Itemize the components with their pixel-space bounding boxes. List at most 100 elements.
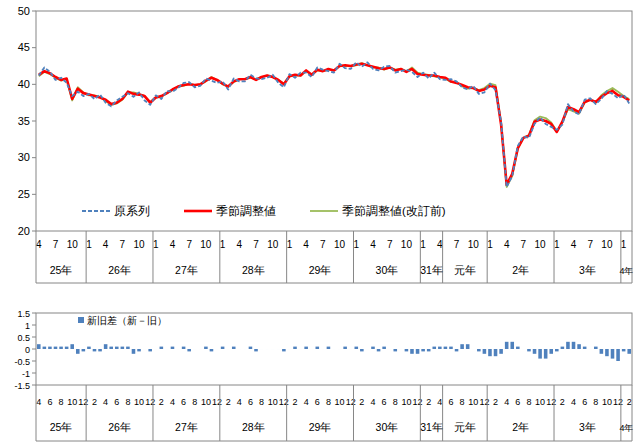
bar — [583, 347, 587, 349]
bar — [87, 347, 91, 349]
bar — [505, 342, 509, 349]
bar — [561, 347, 565, 349]
x-tick-label: 4 — [370, 239, 376, 250]
legend-label: 新旧差（新－旧） — [87, 315, 167, 326]
chart-0: 2025303540455047101471014710147101471014… — [18, 5, 634, 284]
bar — [137, 349, 141, 351]
x-tick-label: 12 — [145, 397, 155, 407]
bar — [304, 347, 308, 349]
x-tick-label: 10 — [334, 239, 346, 250]
x-tick-label: 12 — [78, 397, 88, 407]
bar — [444, 347, 448, 349]
x-group-label: 2年 — [512, 264, 529, 276]
x-tick-label: 2 — [293, 397, 298, 407]
bar — [455, 349, 459, 351]
x-tick-label: 1 — [420, 239, 426, 250]
y-tick — [32, 194, 36, 195]
y-tick — [32, 349, 36, 350]
group-separator — [353, 385, 354, 441]
y-tick — [32, 385, 36, 386]
bar — [627, 349, 631, 354]
x-tick-label: 8 — [593, 397, 598, 407]
bar — [555, 349, 559, 351]
x-tick-label: 2 — [359, 397, 364, 407]
bar — [438, 347, 442, 349]
group-separator — [36, 231, 37, 283]
bar — [611, 349, 615, 359]
bar — [410, 349, 414, 354]
bar — [343, 347, 347, 349]
x-tick-label: 7 — [253, 239, 259, 250]
x-tick-label: 8 — [59, 397, 64, 407]
bar — [327, 347, 331, 349]
group-separator — [286, 231, 287, 283]
x-tick-label: 8 — [460, 397, 465, 407]
bar — [449, 347, 453, 349]
data-group — [37, 342, 631, 361]
series-line — [39, 64, 629, 185]
bar — [427, 349, 431, 351]
bar — [176, 349, 180, 350]
x-tick-label: 1 — [153, 239, 159, 250]
bar — [349, 349, 353, 350]
bar — [121, 347, 125, 349]
y-tick-label: 25 — [18, 188, 30, 200]
x-group-label: 3年 — [579, 264, 596, 276]
x-tick-label: 4 — [103, 239, 109, 250]
x-tick-label: 12 — [613, 397, 623, 407]
y-tick-label: 30 — [18, 151, 30, 163]
bar — [104, 344, 108, 349]
x-group-label: 4年 — [619, 423, 633, 433]
group-separator — [219, 231, 220, 283]
bar — [76, 349, 80, 354]
y-tick-label: -1 — [22, 369, 30, 379]
group-baseline — [36, 283, 632, 284]
bar — [477, 349, 481, 351]
bar — [193, 349, 197, 350]
bar — [271, 349, 275, 350]
x-tick-label: 6 — [382, 397, 387, 407]
x-group-label: 25年 — [50, 421, 73, 433]
bar — [594, 347, 598, 349]
x-tick-label: 1 — [86, 239, 92, 250]
bar — [238, 349, 242, 350]
bar — [600, 349, 604, 354]
x-tick-label: 10 — [601, 239, 613, 250]
x-tick-label: 10 — [401, 239, 413, 250]
x-group-label: 31年 — [420, 421, 443, 433]
y-tick — [32, 337, 36, 338]
x-tick-label: 6 — [114, 397, 119, 407]
x-tick-label: 4 — [36, 239, 42, 250]
chart-1: -1.5-1-0.500.511.54681012246810122468101… — [14, 309, 633, 442]
bar — [310, 349, 314, 350]
x-tick-label: 10 — [201, 397, 211, 407]
x-group-label: 30年 — [376, 264, 399, 276]
bar — [93, 349, 97, 351]
bar — [288, 349, 292, 350]
bar — [171, 347, 175, 349]
bar — [622, 349, 626, 351]
bar — [143, 349, 147, 350]
x-tick-label: 7 — [186, 239, 192, 250]
group-separator — [219, 385, 220, 441]
legend: 原系列季節調整値季節調整値(改訂前) — [82, 204, 446, 217]
group-separator — [286, 385, 287, 441]
bar — [282, 349, 286, 351]
bar — [126, 347, 130, 349]
group-baseline — [36, 441, 632, 442]
x-tick-label: 8 — [259, 397, 264, 407]
y-tick — [32, 84, 36, 85]
x-tick-label: 6 — [47, 397, 52, 407]
bar — [265, 349, 269, 350]
x-tick-label: 4 — [303, 239, 309, 250]
x-tick-label: 1 — [554, 239, 560, 250]
x-tick-label: 10 — [401, 397, 411, 407]
bar — [221, 347, 225, 349]
plot-frame — [36, 313, 632, 385]
y-tick-label: 50 — [18, 5, 30, 17]
x-group-label: 26年 — [108, 421, 131, 433]
group-separator — [86, 231, 87, 283]
x-tick-label: 4 — [304, 397, 309, 407]
x-tick-label: 6 — [181, 397, 186, 407]
x-tick-label: 6 — [248, 397, 253, 407]
